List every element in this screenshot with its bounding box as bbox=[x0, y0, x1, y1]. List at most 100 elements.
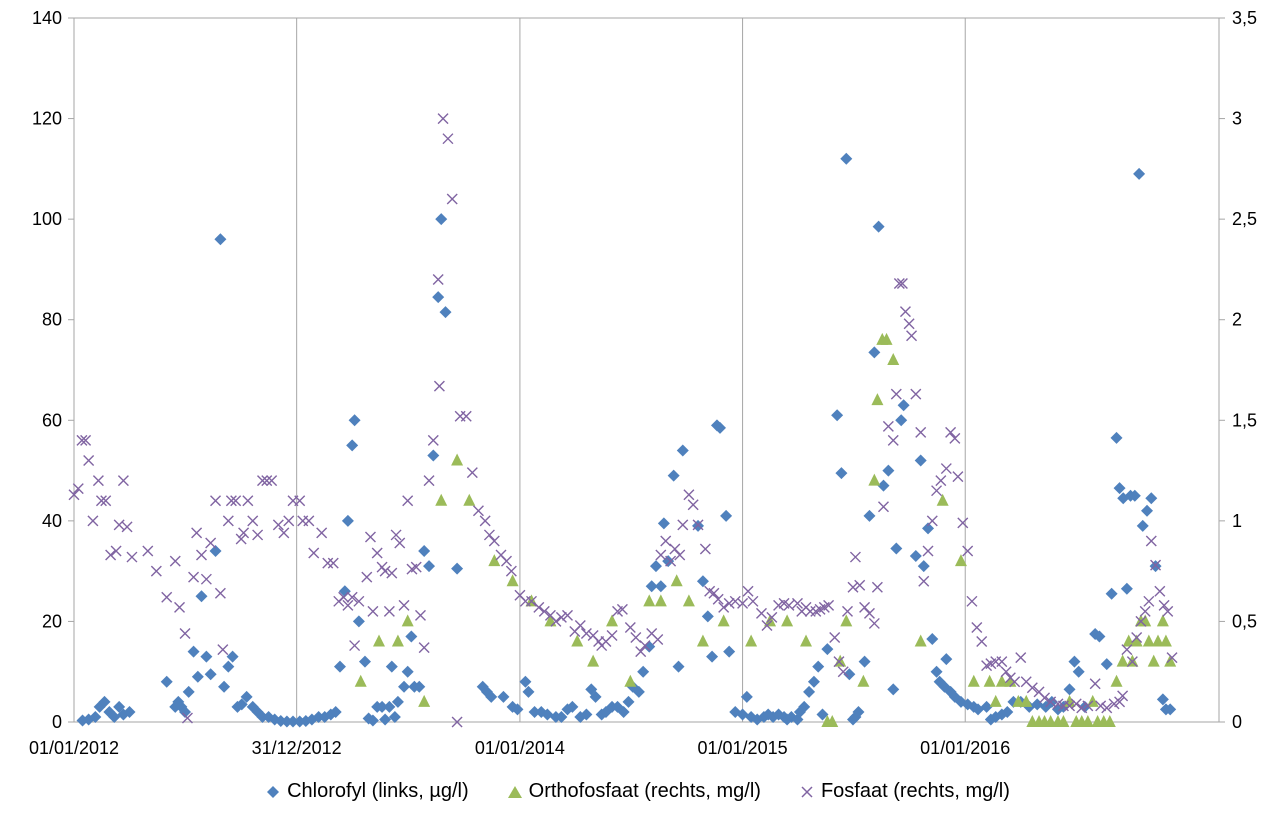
fosfaat-point bbox=[235, 533, 247, 545]
fosfaat-point bbox=[737, 597, 749, 609]
orthofosfaat-point bbox=[451, 453, 464, 466]
chlorofyl-point bbox=[662, 555, 675, 568]
fosfaat-point bbox=[837, 666, 849, 678]
orthofosfaat-point bbox=[654, 594, 667, 607]
chlorofyl-point bbox=[522, 685, 535, 698]
fosfaat-point bbox=[230, 495, 242, 507]
y-right-tick-label: 2,5 bbox=[1232, 209, 1257, 229]
y-left-tick-label: 0 bbox=[52, 712, 62, 732]
fosfaat-point bbox=[868, 617, 880, 629]
fosfaat-point bbox=[677, 519, 689, 531]
chlorofyl-point bbox=[1120, 582, 1133, 595]
fosfaat-point bbox=[630, 632, 642, 644]
chlorofyl-point bbox=[1113, 482, 1126, 495]
legend-label-chlorofyl: Chlorofyl (links, µg/l) bbox=[287, 780, 469, 802]
fosfaat-point bbox=[906, 330, 918, 342]
chlorofyl-point bbox=[1110, 431, 1123, 444]
fosfaat-point bbox=[550, 615, 562, 627]
chlorofyl-point bbox=[890, 542, 903, 555]
fosfaat-point bbox=[1114, 696, 1126, 708]
y-right-tick-label: 1,5 bbox=[1232, 410, 1257, 430]
orthofosfaat-point bbox=[571, 634, 584, 647]
fosfaat-point bbox=[446, 193, 458, 205]
fosfaat-point bbox=[423, 475, 435, 487]
fosfaat-point bbox=[718, 601, 730, 613]
fosfaat-point bbox=[966, 595, 978, 607]
chlorofyl-point bbox=[528, 705, 541, 718]
chlorofyl-point bbox=[366, 714, 379, 727]
fosfaat-point bbox=[316, 527, 328, 539]
orthofosfaat-point bbox=[401, 614, 414, 627]
chlorofyl-point bbox=[497, 690, 510, 703]
chlorofyl-point bbox=[117, 708, 130, 721]
chlorofyl-point bbox=[123, 705, 136, 718]
fosfaat-point bbox=[1158, 599, 1170, 611]
orthofosfaat-point bbox=[418, 694, 431, 707]
chlorofyl-point bbox=[657, 517, 670, 530]
fosfaat-point bbox=[379, 565, 391, 577]
fosfaat-point bbox=[890, 388, 902, 400]
fosfaat-point bbox=[308, 547, 320, 559]
fosfaat-point bbox=[699, 543, 711, 555]
chlorofyl-point bbox=[1078, 700, 1091, 713]
chlorofyl-point bbox=[589, 690, 602, 703]
fosfaat-point bbox=[1070, 698, 1082, 710]
fosfaat-point bbox=[501, 555, 512, 567]
orthofosfaat-point bbox=[880, 332, 893, 345]
orthofosfaat-point bbox=[764, 614, 777, 627]
legend-label-fosfaat: Fosfaat (rechts, mg/l) bbox=[820, 780, 1010, 802]
orthofosfaat-point bbox=[624, 674, 637, 687]
orthofosfaat-point bbox=[463, 493, 476, 506]
fosfaat-point bbox=[723, 597, 735, 609]
chlorofyl-point bbox=[1001, 705, 1014, 718]
fosfaat-point bbox=[957, 517, 969, 529]
chlorofyl-point bbox=[882, 464, 895, 477]
orthofosfaat-point bbox=[1020, 694, 1033, 707]
fosfaat-point bbox=[729, 595, 741, 607]
chlorofyl-point bbox=[720, 509, 733, 522]
fosfaat-point bbox=[1126, 656, 1138, 668]
fosfaat-point bbox=[761, 619, 773, 631]
orthofosfaat-point bbox=[995, 674, 1008, 687]
chlorofyl-point bbox=[1100, 658, 1113, 671]
chlorofyl-point bbox=[1149, 560, 1162, 573]
orthofosfaat-point bbox=[989, 694, 1002, 707]
fosfaat-point bbox=[903, 318, 915, 330]
chlorofyl-point bbox=[803, 685, 816, 698]
fosfaat-point bbox=[427, 434, 439, 446]
y-left-tick-label: 20 bbox=[42, 611, 62, 631]
orthofosfaat-point bbox=[936, 493, 949, 506]
y-left-tick-label: 60 bbox=[42, 410, 62, 430]
fosfaat-point bbox=[887, 434, 899, 446]
chlorofyl-point bbox=[388, 710, 401, 723]
fosfaat-point bbox=[1026, 682, 1038, 694]
fosfaat-point bbox=[882, 420, 894, 432]
fosfaat-point bbox=[674, 549, 686, 561]
fosfaat-point bbox=[121, 521, 133, 533]
chlorofyl-point bbox=[917, 560, 930, 573]
chlorofyl-point bbox=[1128, 489, 1141, 502]
fosfaat-point bbox=[105, 549, 117, 561]
fosfaat-point bbox=[877, 501, 889, 513]
fosfaat-point bbox=[1121, 644, 1133, 656]
chlorofyl-point bbox=[840, 152, 853, 165]
orthofosfaat-point bbox=[871, 393, 884, 406]
chlorofyl-point bbox=[485, 690, 498, 703]
chlorofyl-point bbox=[909, 550, 922, 563]
y-right-tick-label: 3 bbox=[1232, 109, 1242, 129]
fosfaat-point bbox=[402, 495, 414, 507]
orthofosfaat-point bbox=[1164, 654, 1177, 667]
fosfaat-point bbox=[483, 529, 495, 541]
fosfaat-point bbox=[526, 595, 538, 607]
fosfaat-point bbox=[918, 575, 930, 587]
chlorofyl-point bbox=[914, 454, 927, 467]
orthofosfaat-point bbox=[954, 554, 967, 567]
fosfaat-point bbox=[390, 529, 402, 541]
fosfaat-point bbox=[833, 656, 845, 668]
fosfaat-point bbox=[83, 455, 95, 467]
legend-item-orthofosfaat: Orthofosfaat (rechts, mg/l) bbox=[507, 780, 761, 803]
chlorofyl-point bbox=[240, 690, 253, 703]
fosfaat-point bbox=[191, 527, 203, 539]
y-right-tick-label: 1 bbox=[1232, 511, 1242, 531]
chlorofyl-point bbox=[1068, 655, 1081, 668]
